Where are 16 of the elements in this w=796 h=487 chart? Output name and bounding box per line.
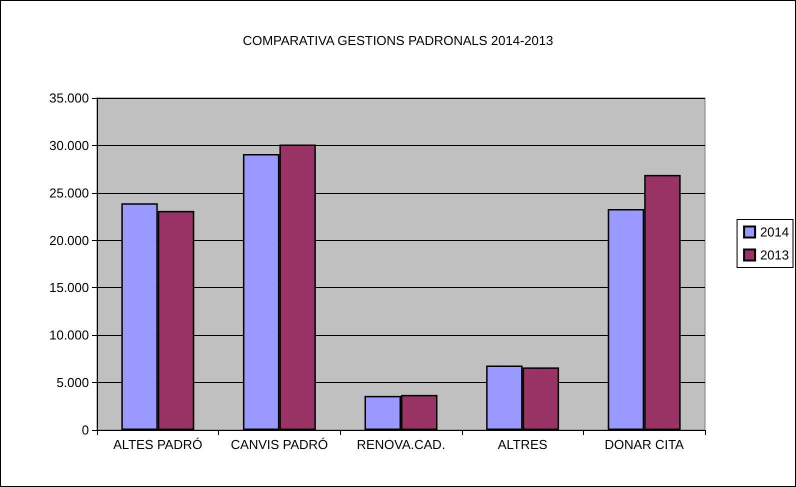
- y-tick-label: 35.000: [49, 90, 89, 106]
- y-tick-label: 25.000: [49, 185, 89, 200]
- x-tick-label: DONAR CITA: [604, 437, 684, 452]
- y-tick-label: 30.000: [49, 138, 89, 153]
- x-tick-label: ALTES PADRÓ: [113, 437, 202, 452]
- x-tick-label: ALTRES: [498, 437, 548, 452]
- y-tick-label: 0: [82, 422, 89, 438]
- x-tick-label: CANVIS PADRÓ: [230, 437, 328, 452]
- y-tick-label: 15.000: [49, 280, 89, 296]
- legend-label: 2014: [760, 224, 789, 240]
- x-tick-label: RENOVA.CAD.: [356, 437, 446, 452]
- y-tick-label: 5.000: [56, 375, 89, 390]
- chart-title: COMPARATIVA GESTIONS PADRONALS 2014-2013: [242, 33, 554, 48]
- legend-label: 2013: [760, 248, 789, 262]
- y-tick-label: 10.000: [49, 328, 89, 343]
- y-tick-label: 20.000: [49, 232, 89, 248]
